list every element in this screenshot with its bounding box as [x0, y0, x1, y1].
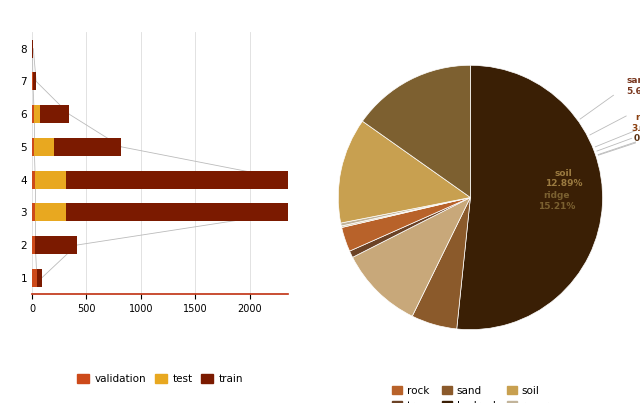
- Text: sand
5.60%: sand 5.60%: [627, 76, 640, 96]
- Bar: [32, 204, 35, 221]
- Text: rover
0.36%: rover 0.36%: [634, 123, 640, 143]
- Bar: [37, 269, 42, 287]
- Wedge shape: [349, 197, 470, 258]
- Bar: [54, 138, 122, 156]
- Bar: [35, 204, 66, 221]
- Text: ridge
15.21%: ridge 15.21%: [538, 191, 575, 211]
- Bar: [32, 105, 34, 123]
- Bar: [32, 73, 33, 90]
- Bar: [33, 73, 36, 90]
- Bar: [40, 105, 69, 123]
- Legend: validation, test, train: validation, test, train: [73, 370, 247, 388]
- Wedge shape: [340, 197, 470, 226]
- Bar: [34, 105, 40, 123]
- Text: soil
12.89%: soil 12.89%: [545, 168, 582, 188]
- Wedge shape: [457, 65, 603, 330]
- Wedge shape: [338, 121, 470, 223]
- Wedge shape: [412, 197, 470, 329]
- Wedge shape: [362, 65, 470, 197]
- Wedge shape: [342, 197, 470, 251]
- Bar: [35, 170, 66, 189]
- Bar: [66, 204, 289, 221]
- Bar: [35, 236, 77, 254]
- Bar: [32, 269, 37, 287]
- Legend: rock, trace, sky, sand, bedrock, ridge, soil, rover, hole: rock, trace, sky, sand, bedrock, ridge, …: [388, 382, 553, 403]
- Text: rock
3.00%: rock 3.00%: [631, 113, 640, 133]
- Bar: [34, 138, 54, 156]
- Bar: [66, 170, 289, 189]
- Bar: [32, 138, 34, 156]
- Wedge shape: [353, 197, 470, 316]
- Text: bedrock
51.65%: bedrock 51.65%: [482, 123, 522, 142]
- Wedge shape: [341, 197, 470, 228]
- Bar: [32, 236, 35, 254]
- Bar: [32, 170, 35, 189]
